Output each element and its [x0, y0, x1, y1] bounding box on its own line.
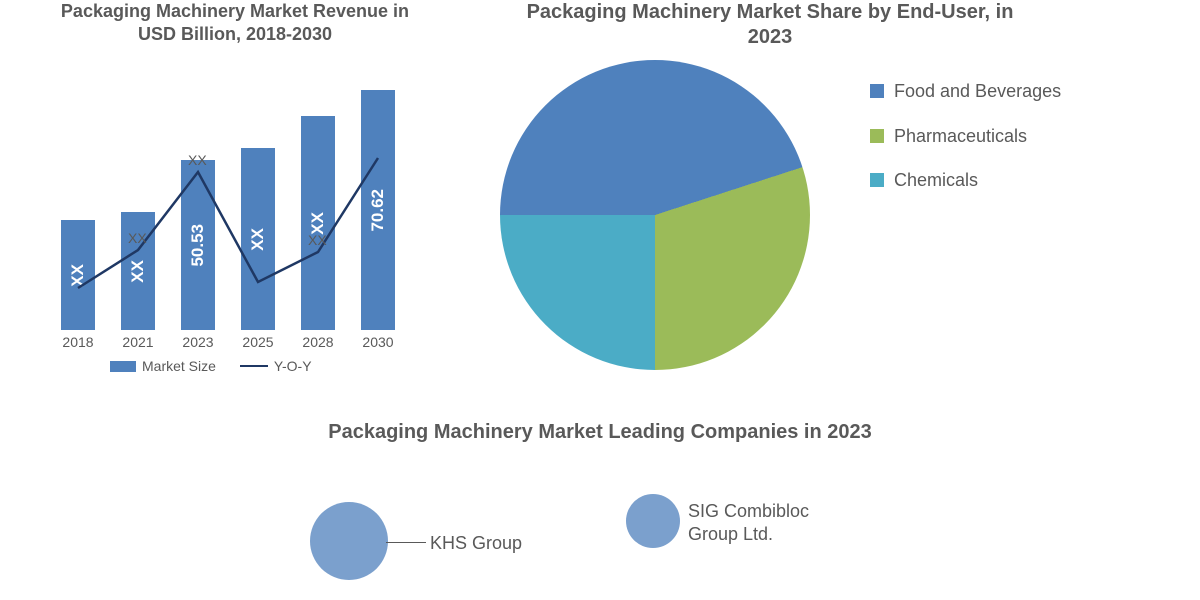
- pie-legend-label: Pharmaceuticals: [894, 125, 1027, 148]
- legend-item-yoy: Y-O-Y: [240, 358, 312, 374]
- pie-legend-label: Food and Beverages: [894, 80, 1061, 103]
- bar-chart-legend: Market Size Y-O-Y: [110, 358, 312, 374]
- xx-label: XX: [128, 230, 147, 246]
- pie-legend-item: Pharmaceuticals: [870, 125, 1130, 148]
- x-axis-label: 2018: [48, 334, 108, 350]
- pie-legend-label: Chemicals: [894, 169, 978, 192]
- bar-chart-title: Packaging Machinery Market Revenue in US…: [60, 0, 410, 45]
- pie-legend-item: Chemicals: [870, 169, 1130, 192]
- x-axis-label: 2028: [288, 334, 348, 350]
- pie-legend-swatch: [870, 173, 884, 187]
- x-axis-label: 2030: [348, 334, 408, 350]
- legend-swatch-market-size: [110, 361, 136, 372]
- companies-title: Packaging Machinery Market Leading Compa…: [250, 420, 950, 445]
- bubble-label-khs: KHS Group: [430, 532, 522, 555]
- legend-label-yoy: Y-O-Y: [274, 358, 312, 374]
- pie-legend-swatch: [870, 129, 884, 143]
- bubble-sig: [626, 494, 680, 548]
- pie-legend-item: Food and Beverages: [870, 80, 1130, 103]
- legend-label-market-size: Market Size: [142, 358, 216, 374]
- bubble-khs: [310, 502, 388, 580]
- x-axis-label: 2023: [168, 334, 228, 350]
- legend-swatch-yoy: [240, 365, 268, 367]
- pie-legend-swatch: [870, 84, 884, 98]
- xx-label: XX: [308, 232, 327, 248]
- pie-chart: [500, 60, 810, 370]
- x-axis-labels: 201820212023202520282030: [48, 334, 408, 350]
- yoy-line: [48, 80, 408, 330]
- pie-legend: Food and Beverages Pharmaceuticals Chemica…: [870, 80, 1130, 192]
- pie-chart-title: Packaging Machinery Market Share by End-…: [520, 0, 1020, 50]
- bar-chart: XXXX50.53XXXX70.62 201820212023202520282…: [48, 80, 408, 350]
- pie: [500, 60, 810, 370]
- bubble-label-sig: SIG Combibloc Group Ltd.: [688, 500, 858, 545]
- xx-label: XX: [188, 152, 207, 168]
- bubble-leader-line-khs: [386, 542, 426, 543]
- x-axis-label: 2025: [228, 334, 288, 350]
- bubble-chart: KHS Group SIG Combibloc Group Ltd.: [270, 480, 930, 590]
- legend-item-market-size: Market Size: [110, 358, 216, 374]
- x-axis-label: 2021: [108, 334, 168, 350]
